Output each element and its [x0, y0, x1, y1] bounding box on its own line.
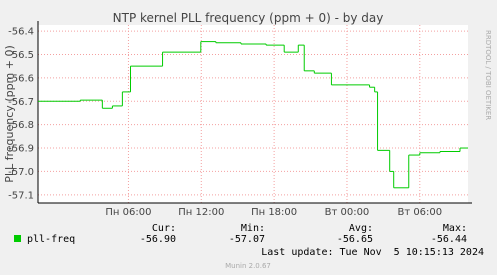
y-tick-label: -56.8	[8, 120, 34, 131]
x-tick-label: Пн 18:00	[251, 207, 297, 218]
x-tick-label: Вт 06:00	[397, 207, 442, 218]
x-tick-label: Вт 00:00	[325, 207, 370, 218]
legend-label: pll-freq	[27, 234, 75, 245]
y-tick-label: -57.0	[8, 167, 34, 178]
chart-title: NTP kernel PLL frequency (ppm + 0) - by …	[113, 11, 384, 25]
y-tick-label: -56.7	[8, 97, 34, 108]
legend-header: Avg:	[349, 223, 373, 234]
y-axis-label: PLL frequency (ppm + 0)	[3, 45, 16, 183]
y-tick-label: -56.5	[8, 50, 34, 61]
credit: Munin 2.0.67	[225, 262, 271, 270]
legend-stat: -56.90	[140, 234, 176, 245]
y-tick-label: -57.1	[8, 190, 34, 201]
x-tick-label: Пн 12:00	[178, 207, 224, 218]
y-tick-label: -56.4	[8, 27, 34, 38]
legend-swatch	[14, 235, 21, 242]
footer: Last update: Tue Nov 5 10:15:13 2024	[261, 247, 484, 258]
y-tick-label: -56.6	[8, 73, 34, 84]
plot-area	[38, 25, 468, 203]
legend-header: Min:	[241, 223, 265, 234]
legend-header: Max:	[443, 223, 467, 234]
y-tick-label: -56.9	[8, 144, 34, 155]
side-text: RRDTOOL / TOBI OETIKER	[484, 30, 492, 120]
legend-header: Cur:	[152, 223, 176, 234]
plot	[37, 21, 472, 204]
legend-stat: -57.07	[229, 234, 265, 245]
legend-stat: -56.44	[431, 234, 467, 245]
legend-stat: -56.65	[337, 234, 373, 245]
x-tick-label: Пн 06:00	[105, 207, 151, 218]
